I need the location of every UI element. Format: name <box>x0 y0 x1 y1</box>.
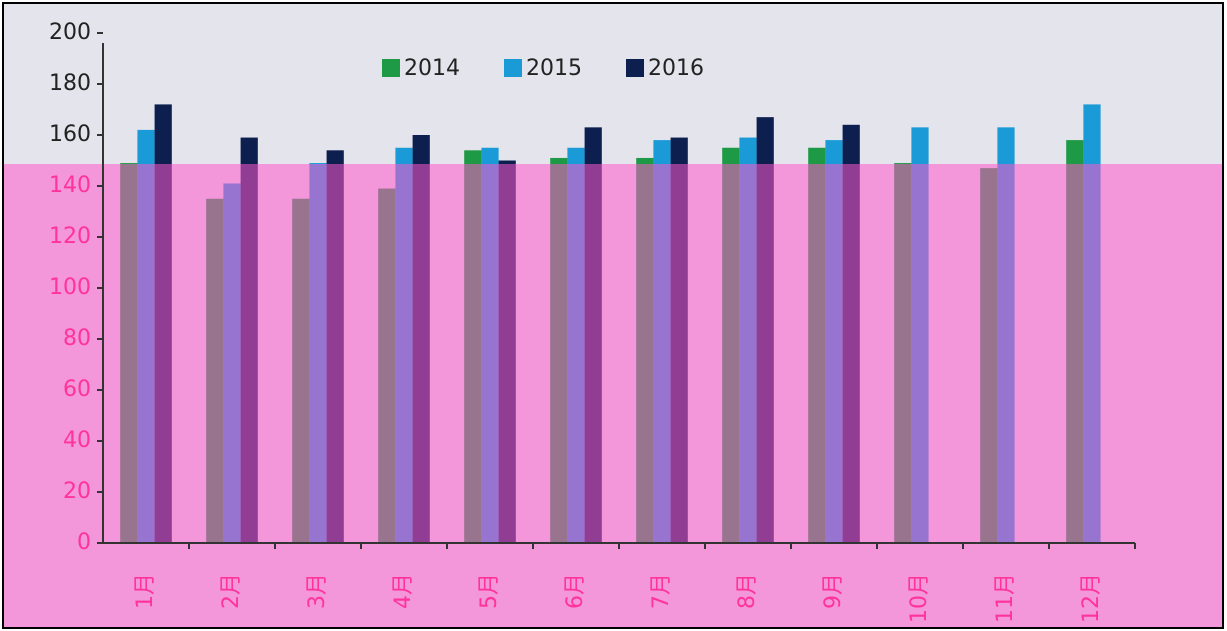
y-tick-label: 160 <box>49 122 91 147</box>
x-tick-label: 7月 <box>649 573 674 609</box>
legend-label: 2016 <box>648 56 704 81</box>
y-tick-label: 180 <box>49 71 91 96</box>
y-tick-label: 200 <box>49 20 91 45</box>
y-tick-label: 60 <box>63 377 91 402</box>
y-tick-label: 140 <box>49 173 91 198</box>
overlay <box>4 164 1222 627</box>
x-tick-label: 9月 <box>821 573 846 609</box>
x-tick-label: 4月 <box>391 573 416 609</box>
legend-label: 2014 <box>404 56 460 81</box>
legend-swatch <box>382 59 400 77</box>
x-tick-label: 6月 <box>563 573 588 609</box>
y-tick-label: 80 <box>63 326 91 351</box>
x-tick-label: 1月 <box>133 573 158 609</box>
legend-swatch <box>626 59 644 77</box>
y-tick-label: 120 <box>49 224 91 249</box>
x-tick-label: 2月 <box>219 573 244 609</box>
y-tick-label: 100 <box>49 275 91 300</box>
y-tick-label: 0 <box>77 530 91 555</box>
y-tick-label: 20 <box>63 479 91 504</box>
y-tick-label: 40 <box>63 428 91 453</box>
x-tick-label: 3月 <box>305 573 330 609</box>
legend-swatch <box>504 59 522 77</box>
x-tick-label: 8月 <box>735 573 760 609</box>
x-tick-label: 11月 <box>993 573 1018 623</box>
x-tick-label: 12月 <box>1079 573 1104 623</box>
legend-label: 2015 <box>526 56 582 81</box>
pink-labels: 0 20 40 60 80 100 120 140 1月 2月 3月 4月 5月 6月 7月 8月 9月 10月 1… <box>49 173 1104 623</box>
x-tick-label: 5月 <box>477 573 502 609</box>
x-tick-label: 10月 <box>907 573 932 623</box>
